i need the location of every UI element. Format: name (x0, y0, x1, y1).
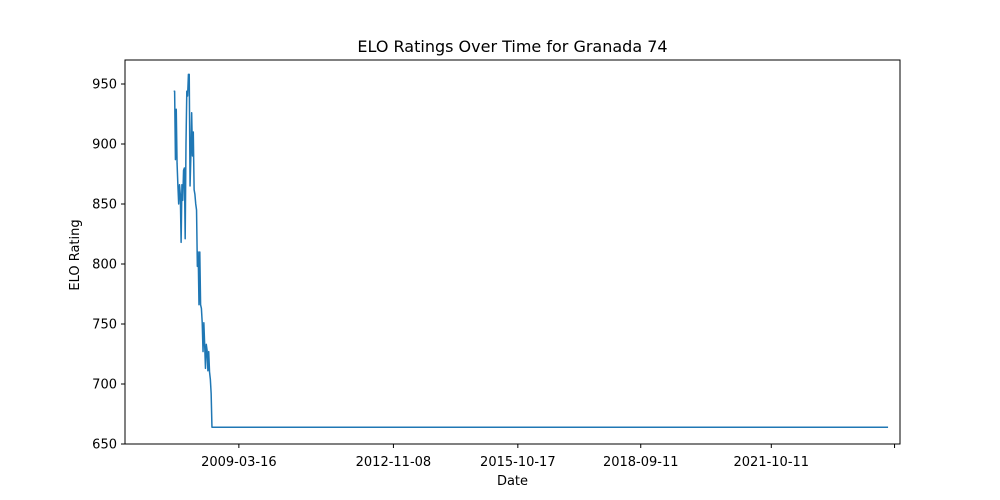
y-tick-label: 850 (92, 198, 117, 213)
plot-area (173, 73, 889, 428)
y-axis-label: ELO Rating (68, 219, 83, 290)
axes-frame (124, 59, 901, 445)
y-tick-label: 900 (92, 138, 117, 153)
x-tick-label: 2009-03-16 (201, 455, 277, 470)
y-tick-label: 650 (92, 438, 117, 453)
elo-series-line (173, 73, 889, 428)
x-tick-label: 2012-11-08 (356, 455, 432, 470)
x-tick-label: 2018-09-11 (603, 455, 679, 470)
y-tick-label: 700 (92, 378, 117, 393)
axes: 650 700 750 800 850 900 950 2009-03-16 2012-11-0… (92, 59, 901, 470)
x-tick-label: 2015-10-17 (480, 455, 556, 470)
chart-title: ELO Ratings Over Time for Granada 74 (357, 37, 667, 56)
x-axis-label: Date (497, 474, 528, 489)
y-tick-label: 750 (92, 318, 117, 333)
y-tick-label: 950 (92, 78, 117, 93)
x-tick-label: 2021-10-11 (734, 455, 810, 470)
y-tick-label: 800 (92, 258, 117, 273)
